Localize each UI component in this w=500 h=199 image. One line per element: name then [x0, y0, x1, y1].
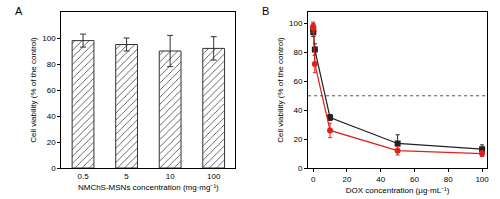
svg-text:0: 0 [311, 175, 316, 184]
svg-text:40: 40 [294, 106, 303, 115]
svg-text:60: 60 [294, 77, 303, 86]
svg-text:0.5: 0.5 [77, 172, 89, 181]
svg-text:100: 100 [475, 175, 489, 184]
svg-text:80: 80 [47, 60, 56, 69]
svg-text:0: 0 [298, 164, 303, 173]
svg-text:20: 20 [294, 135, 303, 144]
svg-text:Cell viability (% of the contr: Cell viability (% of the control) [276, 37, 285, 143]
svg-text:20: 20 [342, 175, 351, 184]
svg-text:Cell viability (% of the contr: Cell viability (% of the control) [29, 37, 38, 143]
svg-text:20: 20 [47, 138, 56, 147]
svg-text:10: 10 [166, 172, 175, 181]
svg-text:5: 5 [124, 172, 129, 181]
svg-text:B: B [262, 5, 269, 17]
svg-text:A: A [15, 5, 23, 17]
svg-text:0: 0 [51, 164, 56, 173]
svg-text:40: 40 [376, 175, 385, 184]
svg-text:80: 80 [294, 48, 303, 57]
svg-text:60: 60 [410, 175, 419, 184]
svg-text:100: 100 [289, 19, 303, 28]
svg-text:60: 60 [47, 86, 56, 95]
svg-text:NMChS-MSNs concentration (mg·m: NMChS-MSNs concentration (mg·mg⁻¹) [78, 183, 219, 192]
svg-text:100: 100 [42, 34, 56, 43]
svg-text:80: 80 [444, 175, 453, 184]
svg-text:DOX concentration (µg·mL⁻¹): DOX concentration (µg·mL⁻¹) [346, 186, 450, 195]
svg-text:40: 40 [47, 112, 56, 121]
svg-text:100: 100 [207, 172, 221, 181]
